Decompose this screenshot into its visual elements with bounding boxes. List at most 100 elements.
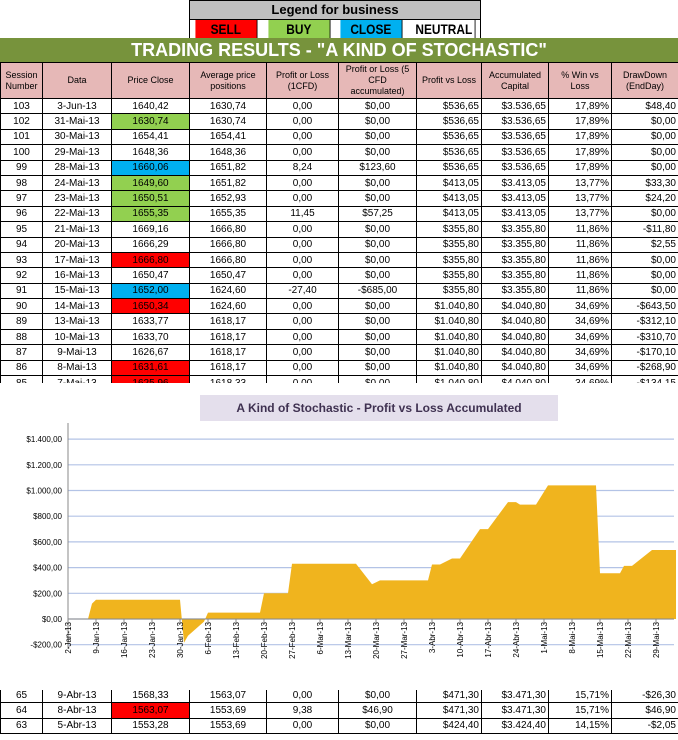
table-cell: $3.471,30	[481, 702, 549, 719]
table-cell: 93	[0, 251, 43, 269]
table-cell: 1563,07	[111, 702, 190, 719]
table-cell: $0,00	[338, 267, 417, 284]
table-cell: 65	[0, 690, 43, 704]
table-cell: $3.536,65	[481, 97, 549, 115]
table-cell: 1651,82	[189, 159, 267, 176]
table-cell: 1648,36	[189, 144, 267, 161]
table-cell: 8-Abr-13	[42, 702, 112, 719]
table-cell: $0,00	[338, 313, 417, 330]
table-cell: $355,80	[416, 267, 482, 284]
table-cell: 0,00	[266, 113, 339, 130]
table-cell: 1666,29	[111, 236, 190, 253]
table-cell: $536,65	[416, 144, 482, 161]
x-tick-label: 22-Mai-13	[624, 621, 633, 658]
table-row: 97 23-Mai-13 1650,51 1652,93 0,00 $0,00 $413,0…	[0, 190, 678, 207]
legend: Legend for business SELL BUY CLOSE NEUTRAL	[189, 0, 481, 39]
table-cell: 63	[0, 717, 43, 735]
table-cell: 0,00	[266, 251, 339, 269]
table-cell: 1631,61	[111, 359, 190, 377]
table-cell: 0,00	[266, 267, 339, 284]
table-cell: 1650,47	[189, 267, 267, 284]
table-cell: 9,38	[266, 702, 339, 719]
table-cell: $1.040,80	[416, 328, 482, 346]
table-cell: $0,00	[338, 128, 417, 146]
table-cell: 102	[0, 113, 43, 130]
x-tick-label: 9-Jan-13	[92, 621, 101, 653]
table-cell: 90	[0, 298, 43, 315]
table-cell: $536,65	[416, 113, 482, 130]
table-row: 102 31-Mai-13 1630,74 1630,74 0,00 $0,00 $536,…	[0, 113, 678, 130]
table-cell: $3.536,65	[481, 128, 549, 146]
x-tick-label: 24-Abr-13	[512, 621, 521, 657]
table-cell: -27,40	[266, 282, 339, 300]
table-cell: $57,25	[338, 205, 417, 223]
table-cell: 34,69%	[548, 344, 612, 361]
table-row: 99 28-Mai-13 1660,06 1651,82 8,24 $123,60 $536…	[0, 159, 678, 176]
table-cell: 1633,77	[111, 313, 190, 330]
legend-item-neutral: NEUTRAL	[412, 20, 475, 38]
table-cell: -$685,00	[338, 282, 417, 300]
table-cell: 14,15%	[548, 717, 612, 735]
table-cell: 16-Mai-13	[42, 267, 112, 284]
column-header: Profit or Loss (1CFD)	[266, 62, 339, 99]
table-cell: $46,90	[611, 702, 678, 719]
table-cell: 34,69%	[548, 298, 612, 315]
table-cell: 95	[0, 221, 43, 238]
table-cell: 13,77%	[548, 190, 612, 207]
table-cell: 23-Mai-13	[42, 190, 112, 207]
table-cell: 11,86%	[548, 267, 612, 284]
table-cell: $355,80	[416, 236, 482, 253]
table-cell: 1652,00	[111, 282, 190, 300]
chart: A Kind of Stochastic - Profit vs Loss Ac…	[0, 383, 678, 690]
table-cell: 1655,35	[111, 205, 190, 223]
table-row: 91 15-Mai-13 1652,00 1624,60 -27,40 -$685,00 $…	[0, 282, 678, 300]
table-cell: $424,40	[416, 717, 482, 735]
table-cell: $46,90	[338, 702, 417, 719]
y-tick-label: $1.200,00	[26, 461, 62, 470]
table-cell: 92	[0, 267, 43, 284]
table-cell: 30-Mai-13	[42, 128, 112, 146]
table-cell: 1649,60	[111, 174, 190, 192]
table-cell: $0,00	[611, 159, 678, 176]
table-cell: 1568,33	[111, 690, 190, 704]
y-tick-label: $0,00	[42, 615, 63, 624]
table-cell: 1624,60	[189, 282, 267, 300]
column-header: DrawDown (EndDay)	[611, 62, 678, 99]
table-cell: $3.355,80	[481, 251, 549, 269]
table-cell: $3.536,65	[481, 144, 549, 161]
table-row: 88 10-Mai-13 1633,70 1618,17 0,00 $0,00 $1.040…	[0, 328, 678, 346]
x-tick-label: 30-Jan-13	[176, 621, 185, 658]
table-cell: 1618,17	[189, 328, 267, 346]
table-cell: $536,65	[416, 128, 482, 146]
x-tick-label: 2-Jan-13	[64, 621, 73, 653]
table-cell: 1626,67	[111, 344, 190, 361]
table-cell: 13,77%	[548, 174, 612, 192]
table-cell: $0,00	[338, 251, 417, 269]
x-tick-label: 15-Mai-13	[596, 621, 605, 658]
results-table: Session Number Data Price Close Average pri…	[0, 62, 678, 392]
table-cell: 1666,80	[111, 251, 190, 269]
table-cell: $0,00	[611, 205, 678, 223]
y-tick-label: -$200,00	[30, 641, 62, 650]
table-cell: 5-Abr-13	[42, 717, 112, 735]
table-cell: $48,40	[611, 97, 678, 115]
table-cell: 86	[0, 359, 43, 377]
table-row: 87 9-Mai-13 1626,67 1618,17 0,00 $0,00 $1.040,…	[0, 344, 678, 361]
table-cell: $0,00	[611, 282, 678, 300]
table-cell: 11,86%	[548, 251, 612, 269]
table-cell: -$312,10	[611, 313, 678, 330]
table-cell: $4.040,80	[481, 298, 549, 315]
table-cell: 1630,74	[111, 113, 190, 130]
table-cell: 0,00	[266, 717, 339, 735]
table-cell: 1666,80	[189, 251, 267, 269]
y-tick-label: $600,00	[33, 538, 62, 547]
table-row: 96 22-Mai-13 1655,35 1655,35 11,45 $57,25 $413…	[0, 205, 678, 223]
table-cell: 0,00	[266, 128, 339, 146]
table-cell: 10-Mai-13	[42, 328, 112, 346]
table-cell: 0,00	[266, 97, 339, 115]
table-cell: 11,45	[266, 205, 339, 223]
table-cell: 103	[0, 97, 43, 115]
x-tick-label: 3-Abr-13	[428, 621, 437, 653]
table-cell: 15,71%	[548, 690, 612, 704]
table-cell: 9-Mai-13	[42, 344, 112, 361]
